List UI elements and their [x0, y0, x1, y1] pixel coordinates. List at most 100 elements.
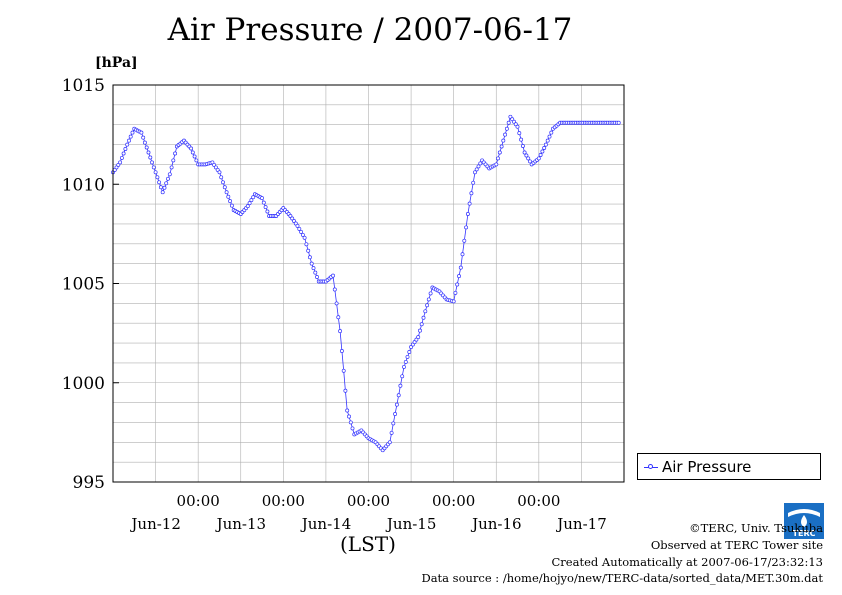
data-point [350, 426, 355, 431]
data-point [524, 153, 529, 158]
data-point [460, 252, 465, 257]
data-point [421, 315, 426, 320]
data-point [309, 261, 314, 266]
data-point [501, 138, 506, 143]
data-point [146, 150, 151, 155]
data-point [547, 134, 552, 139]
data-point [396, 393, 401, 398]
data-point [141, 135, 146, 140]
series-air-pressure [111, 114, 621, 453]
data-point [339, 349, 344, 353]
data-point [387, 440, 392, 445]
x-tick-time: 00:00 [262, 492, 305, 510]
data-point [315, 275, 319, 279]
data-point [265, 209, 270, 214]
x-tick-date: Jun-17 [555, 515, 607, 533]
data-point [332, 287, 337, 292]
x-tick-date: Jun-16 [470, 515, 522, 533]
data-point [503, 132, 508, 137]
data-point [506, 120, 511, 125]
data-point [164, 181, 169, 186]
data-point [306, 248, 311, 253]
data-point [464, 225, 469, 230]
data-point [494, 162, 499, 167]
data-point [465, 212, 470, 216]
data-point [407, 350, 412, 354]
axis-ticks: 995 1000 1005 1010 1015 00:00 Jun-12 00:00 Jun-1… [62, 76, 607, 533]
data-point [476, 164, 481, 169]
data-point [474, 167, 479, 172]
data-point [292, 219, 296, 223]
data-point [497, 150, 502, 155]
data-point [536, 156, 541, 161]
data-point [167, 172, 172, 177]
data-point [419, 322, 424, 327]
data-point [540, 149, 545, 154]
legend: Air Pressure [637, 453, 821, 480]
data-point [219, 175, 224, 180]
data-point [148, 155, 153, 160]
data-point [526, 156, 531, 161]
data-point [150, 160, 154, 165]
data-point [229, 203, 234, 208]
data-point [428, 291, 433, 296]
data-point [499, 144, 504, 149]
x-tick-date: Jun-13 [215, 515, 267, 533]
data-point [331, 273, 335, 278]
data-point [400, 374, 405, 379]
data-point [394, 402, 399, 407]
terc-logo: TERC [784, 503, 824, 539]
data-point [128, 134, 133, 139]
data-point [247, 201, 252, 206]
data-point [345, 408, 350, 413]
data-point [173, 151, 178, 156]
data-point [391, 421, 396, 426]
data-point [249, 198, 254, 203]
data-point [496, 156, 500, 161]
data-point [414, 337, 419, 342]
data-point [166, 176, 170, 181]
data-point [334, 301, 339, 306]
data-point [224, 190, 229, 195]
data-point [297, 226, 302, 231]
data-point [142, 140, 147, 145]
data-point [153, 170, 158, 175]
footer-source: Data source : /home/hojyo/new/TERC-data/… [421, 571, 823, 585]
data-point [343, 388, 348, 393]
data-point [222, 185, 227, 190]
data-point [469, 191, 474, 196]
data-point [190, 150, 195, 155]
data-point [119, 155, 124, 160]
data-point [467, 201, 472, 206]
data-point [458, 265, 463, 270]
grid [113, 85, 624, 482]
data-point [123, 147, 128, 151]
x-tick-time: 00:00 [432, 492, 475, 510]
x-tick-time: 00:00 [177, 492, 220, 510]
data-point [418, 328, 422, 333]
data-point [213, 165, 218, 170]
data-point [295, 223, 300, 228]
data-point [402, 364, 406, 369]
data-point [409, 345, 414, 349]
logo-text: TERC [793, 529, 816, 538]
data-point [160, 190, 165, 195]
y-tick-label: 1005 [62, 275, 105, 295]
data-point [426, 297, 431, 302]
data-point [157, 180, 162, 185]
data-point [398, 383, 403, 388]
data-point [341, 368, 346, 373]
data-point [260, 196, 264, 201]
data-point [221, 180, 225, 185]
x-tick-date: Jun-12 [129, 515, 181, 533]
y-tick-label: 1010 [62, 175, 105, 195]
x-axis-label: (LST) [340, 532, 396, 556]
data-point [545, 138, 550, 143]
data-point [478, 161, 483, 166]
data-point [261, 200, 266, 205]
x-tick-date: Jun-14 [300, 515, 352, 533]
x-tick-date: Jun-15 [385, 515, 437, 533]
data-point [393, 412, 398, 416]
data-point [155, 175, 160, 180]
